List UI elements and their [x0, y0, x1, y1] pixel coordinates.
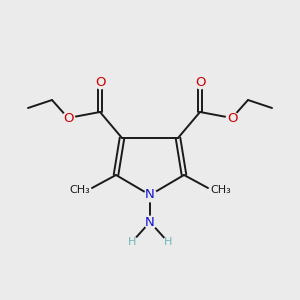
Text: O: O [227, 112, 237, 124]
Text: O: O [63, 112, 73, 124]
Text: N: N [145, 215, 155, 229]
Text: CH₃: CH₃ [69, 185, 90, 195]
Text: CH₃: CH₃ [210, 185, 231, 195]
Text: N: N [145, 188, 155, 202]
Text: H: H [128, 237, 136, 247]
Text: O: O [195, 76, 205, 88]
Text: O: O [95, 76, 105, 88]
Text: H: H [164, 237, 172, 247]
